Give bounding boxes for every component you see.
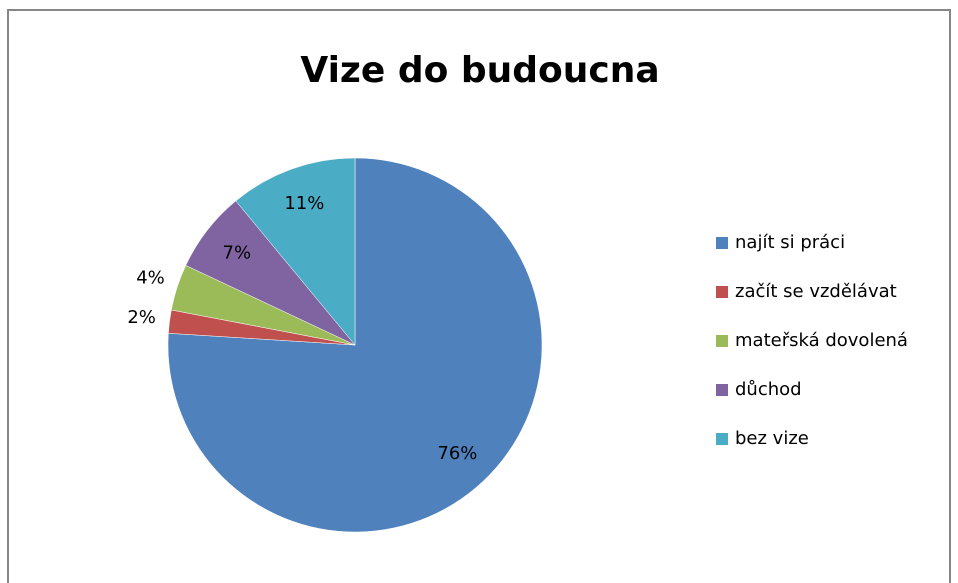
data-label: 2% <box>127 307 156 328</box>
legend-swatch <box>716 384 728 396</box>
pie-slice <box>235 157 356 346</box>
data-label: 4% <box>136 268 165 289</box>
legend-label: mateřská dovolená <box>735 330 908 351</box>
data-label: 7% <box>223 242 252 263</box>
data-label: 11% <box>284 193 324 214</box>
legend-swatch <box>716 335 728 347</box>
legend-swatch <box>716 237 728 249</box>
chart-border <box>7 9 951 583</box>
chart-title: Vize do budoucna <box>300 50 659 91</box>
legend-label: začít se vzdělávat <box>735 281 897 302</box>
legend-swatch <box>716 433 728 445</box>
data-label: 76% <box>437 443 477 464</box>
legend-label: důchod <box>735 379 802 400</box>
legend-swatch <box>716 286 728 298</box>
legend-label: najít si práci <box>735 232 845 253</box>
legend-label: bez vize <box>735 428 809 449</box>
